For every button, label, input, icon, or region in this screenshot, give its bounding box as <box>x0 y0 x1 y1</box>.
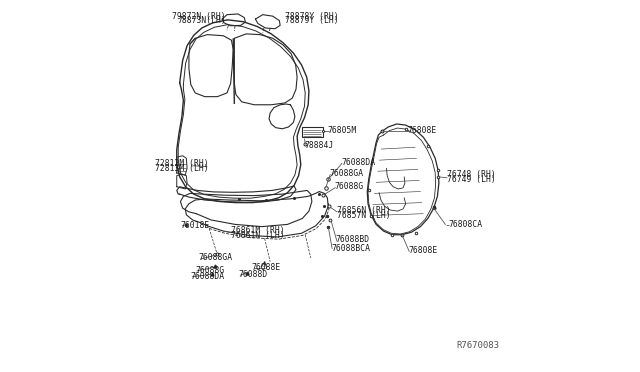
Text: 72813M (LH): 72813M (LH) <box>155 164 208 173</box>
Text: 76088DA: 76088DA <box>190 272 224 281</box>
Text: 72812M (RH): 72812M (RH) <box>155 159 208 169</box>
Text: 76088G: 76088G <box>195 266 225 275</box>
Text: 76856N (RH): 76856N (RH) <box>337 206 390 215</box>
Text: 76088GA: 76088GA <box>330 169 364 178</box>
Text: 76748 (RH): 76748 (RH) <box>447 170 495 179</box>
Text: 76808E: 76808E <box>408 126 437 135</box>
Text: 76088GA: 76088GA <box>199 253 233 263</box>
Text: 76805M: 76805M <box>328 126 356 135</box>
Text: 76088BCA: 76088BCA <box>331 244 370 253</box>
Text: 76088E: 76088E <box>252 263 281 272</box>
Text: R7670083: R7670083 <box>456 341 499 350</box>
Text: 76088DA: 76088DA <box>341 157 376 167</box>
Text: 76018E: 76018E <box>180 221 210 230</box>
Text: 78879Y (LH): 78879Y (LH) <box>285 16 339 25</box>
Text: 76808E: 76808E <box>408 247 438 256</box>
Text: 76808CA: 76808CA <box>449 219 483 228</box>
Text: 78873N(LH): 78873N(LH) <box>177 16 226 25</box>
Text: 76088BD: 76088BD <box>335 235 370 244</box>
Text: 76088D: 76088D <box>239 270 268 279</box>
Text: 78878Y (RH): 78878Y (RH) <box>285 12 339 21</box>
Text: 78884J: 78884J <box>305 141 333 150</box>
Text: 79872N (RH): 79872N (RH) <box>172 12 226 21</box>
Text: 76749 (LH): 76749 (LH) <box>447 175 495 184</box>
Bar <box>302 127 323 137</box>
Text: 76861N (LH): 76861N (LH) <box>230 231 284 240</box>
Text: 76857N (LH): 76857N (LH) <box>337 211 390 220</box>
Text: 76088G: 76088G <box>335 182 364 191</box>
Text: 76861M (RH): 76861M (RH) <box>230 226 284 235</box>
